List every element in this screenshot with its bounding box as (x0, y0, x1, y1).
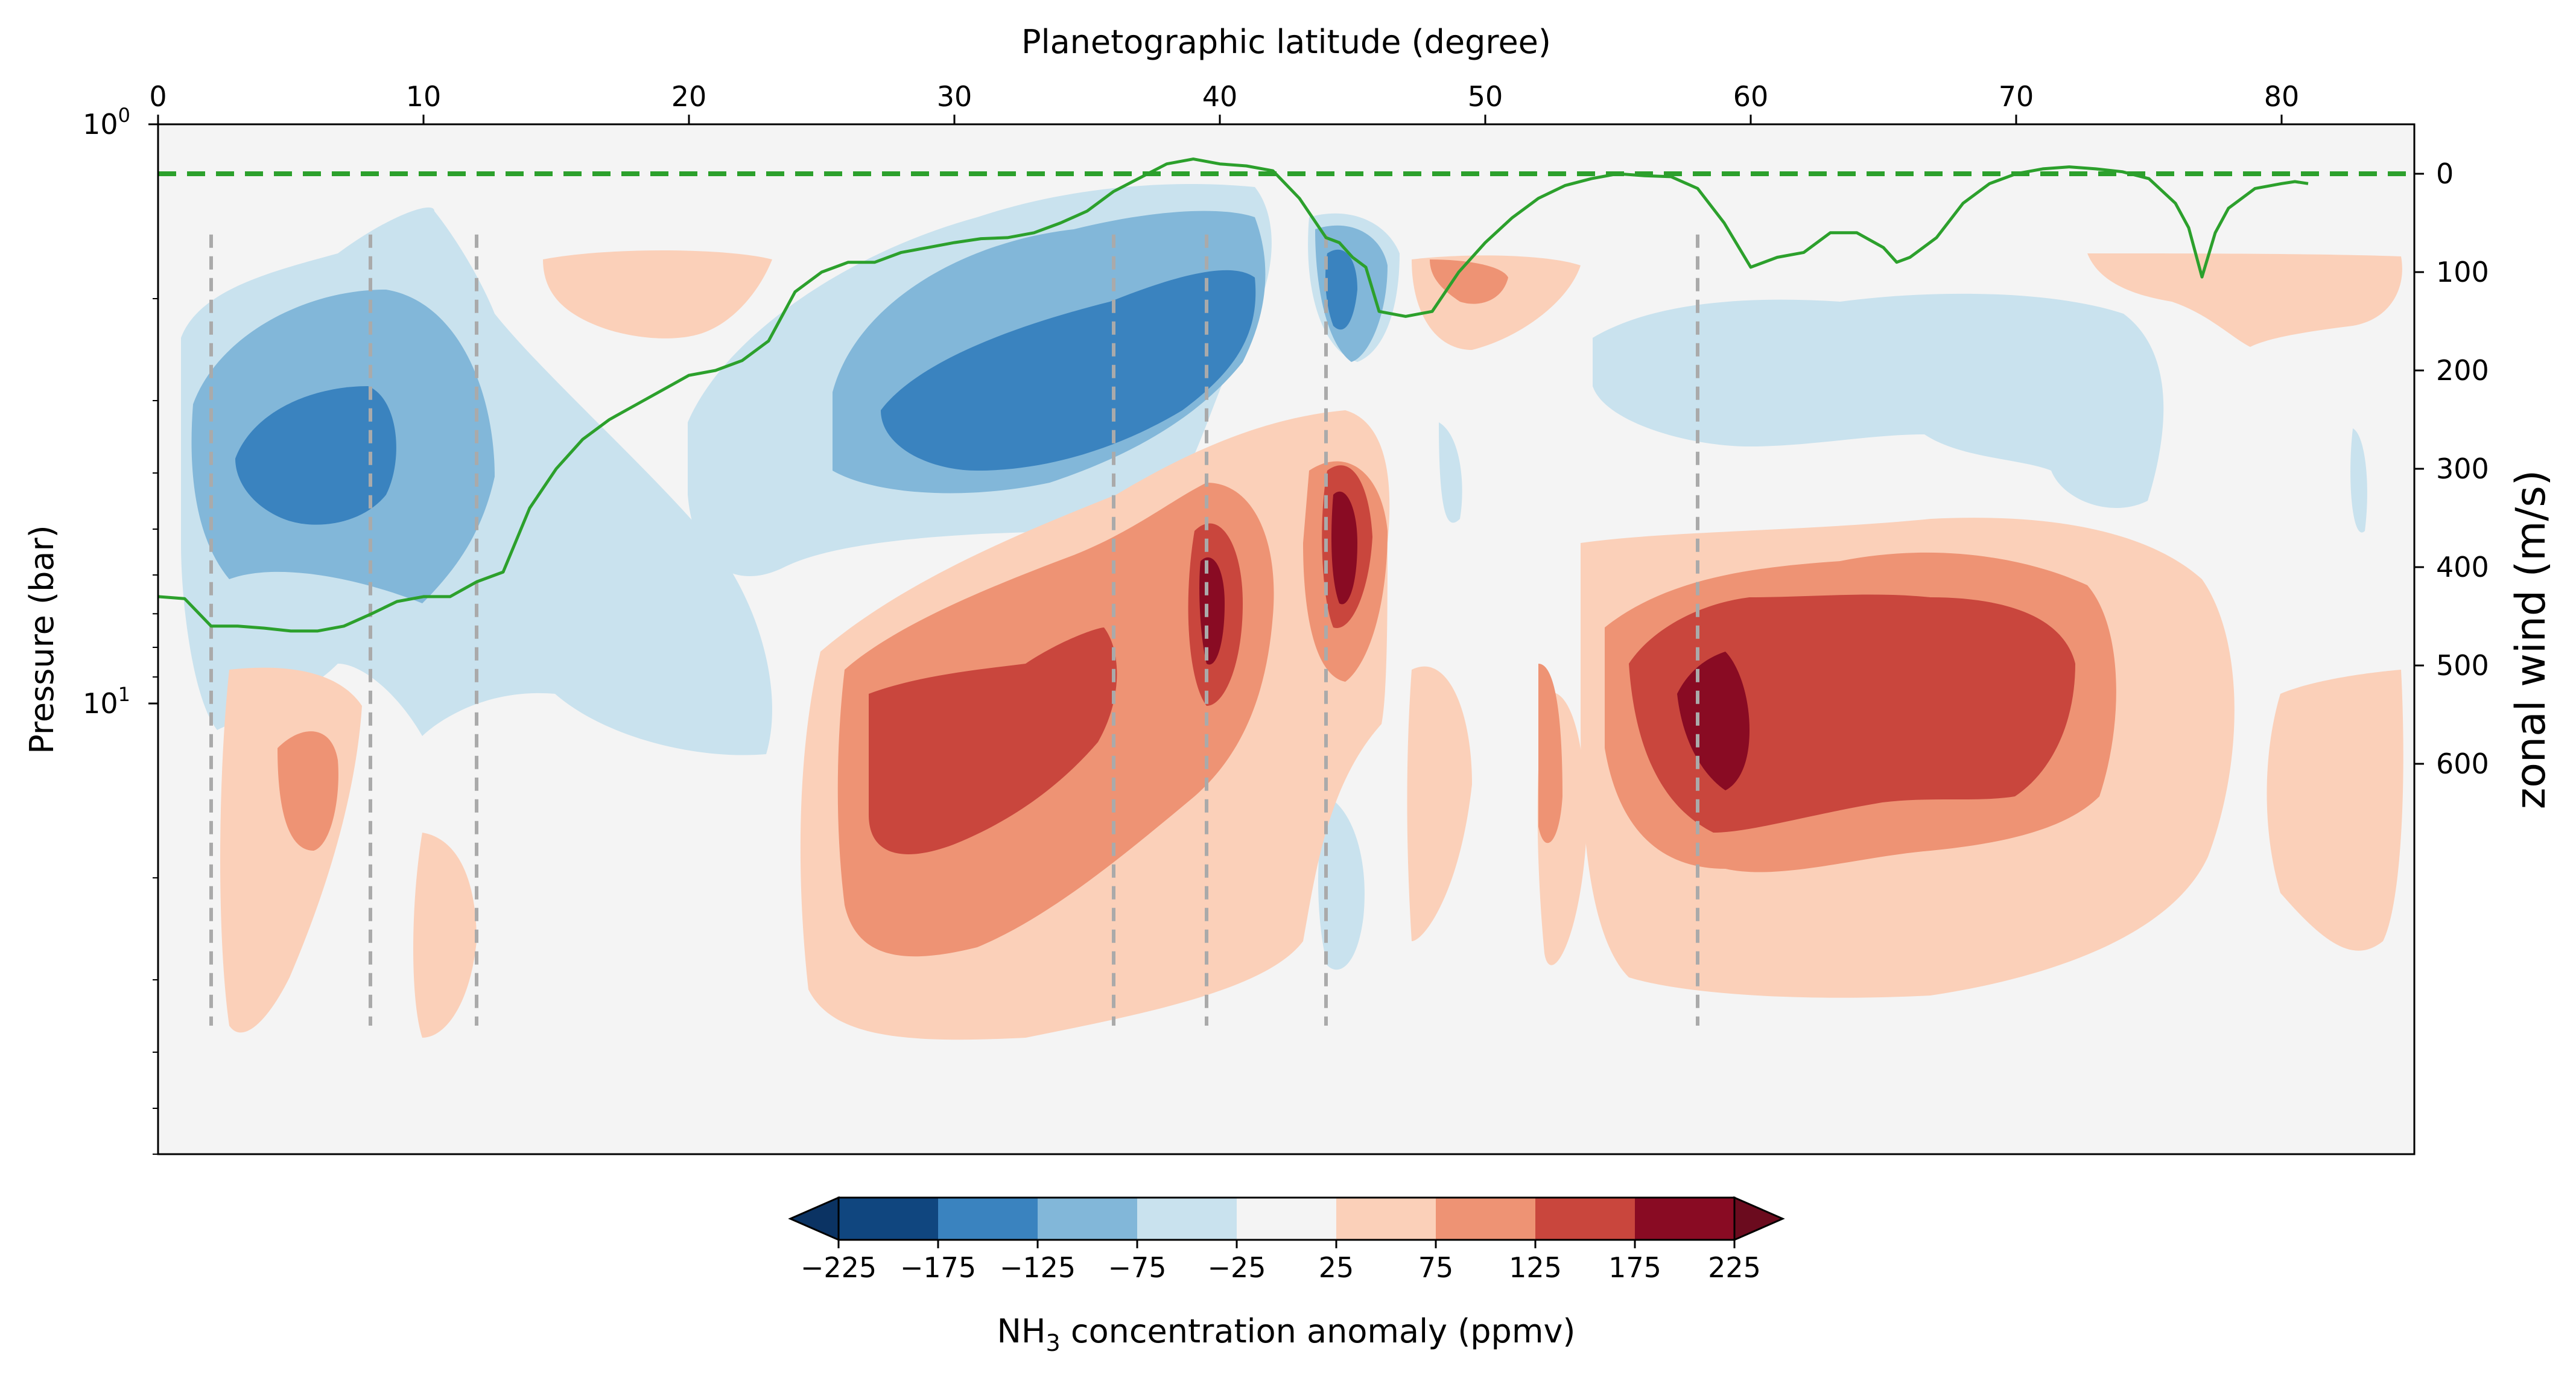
y-right-axis-label: zonal wind (m/s) (2507, 470, 2555, 810)
colorbar: −225 −175 −125 −75 −25 25 75 125 175 225 (788, 1196, 1785, 1284)
x-tick-label: 0 (149, 80, 167, 113)
y-right-axis-ticks: 0 100 200 300 400 500 600 (2414, 157, 2489, 780)
colorbar-tick-label: 25 (1319, 1251, 1354, 1284)
colorbar-frame (837, 1196, 1736, 1241)
x-axis-label: Planetographic latitude (degree) (1021, 23, 1551, 61)
x-axis-ticks: 0 10 20 30 40 50 60 70 80 (149, 80, 2299, 124)
colorbar-tick-label: 225 (1708, 1251, 1761, 1284)
contour-level--75 (1593, 293, 2164, 508)
colorbar-label-prefix: NH (997, 1312, 1046, 1350)
y-left-axis-label: Pressure (bar) (23, 525, 61, 754)
x-tick-label: 40 (1202, 80, 1238, 113)
contour-level-75 (278, 731, 338, 851)
colorbar-tick-label: −225 (801, 1251, 877, 1284)
contour-level--75 (2350, 428, 2367, 533)
colorbar-label: NH3 concentration anomaly (ppmv) (997, 1312, 1576, 1356)
colorbar-tick-label: 75 (1418, 1251, 1454, 1284)
contour-level-75 (1430, 259, 1508, 304)
contour-level--175 (881, 270, 1256, 471)
dashed-vertical-lines (209, 234, 1699, 1026)
contour-level--75 (1439, 422, 1462, 523)
contour-level-175 (1677, 652, 1750, 790)
zonal-wind-curve (158, 157, 2309, 633)
colorbar-segment (938, 1198, 1038, 1240)
y-right-tick-label: 600 (2436, 748, 2489, 780)
contour-level-25 (413, 833, 477, 1038)
contour-level-25 (2267, 670, 2403, 951)
y-right-tick-label: 0 (2436, 157, 2454, 190)
y-right-tick-label: 100 (2436, 256, 2489, 288)
colorbar-tick-label: 125 (1509, 1251, 1562, 1284)
colorbar-segment (1038, 1198, 1138, 1240)
colorbar-label-suffix: concentration anomaly (ppmv) (1061, 1312, 1576, 1350)
y-right-tick-label: 200 (2436, 354, 2489, 387)
contour-level--75 (1318, 796, 1365, 970)
y-left-axis-ticks: 100 101 (83, 104, 158, 1155)
colorbar-extend-low (788, 1196, 840, 1242)
colorbar-tick-label: −125 (1000, 1251, 1076, 1284)
contour-level--175 (235, 386, 396, 525)
y-right-tick-label: 500 (2436, 649, 2489, 682)
contour-level-175 (1331, 491, 1357, 605)
y-left-tick-label: 100 (83, 104, 130, 141)
colorbar-segment (1137, 1198, 1237, 1240)
contour-level-25 (543, 250, 772, 338)
colorbar-label-subscript: 3 (1046, 1330, 1061, 1356)
y-right-tick-label: 300 (2436, 452, 2489, 485)
x-tick-label: 60 (1733, 80, 1769, 113)
x-tick-label: 10 (406, 80, 442, 113)
colorbar-tick-label: −175 (900, 1251, 976, 1284)
colorbar-segment (1635, 1198, 1735, 1240)
contour-level-75 (1538, 664, 1562, 843)
colorbar-tick-label: 175 (1608, 1251, 1661, 1284)
colorbar-segment (1237, 1198, 1337, 1240)
contour-level--175 (1325, 249, 1357, 330)
anomaly-contours (181, 184, 2403, 1040)
zonal-wind-layer (158, 157, 2414, 633)
colorbar-segment (1535, 1198, 1635, 1240)
contour-level-25 (1407, 666, 1472, 941)
colorbar-tick-label: −25 (1207, 1251, 1266, 1284)
y-left-tick-label: 101 (83, 683, 130, 720)
x-tick-label: 80 (2264, 80, 2300, 113)
colorbar-segment (839, 1198, 939, 1240)
colorbar-segment (1336, 1198, 1436, 1240)
contour-level-25 (2087, 253, 2402, 347)
contour-level-125 (869, 627, 1117, 854)
colorbar-tick-label: −75 (1108, 1251, 1166, 1284)
colorbar-segment (1436, 1198, 1536, 1240)
x-tick-label: 20 (671, 80, 707, 113)
plot-frame (157, 123, 2416, 1155)
x-tick-label: 70 (1999, 80, 2034, 113)
x-tick-label: 50 (1468, 80, 1503, 113)
x-tick-label: 30 (937, 80, 972, 113)
colorbar-extend-high (1733, 1196, 1785, 1242)
y-right-tick-label: 400 (2436, 551, 2489, 583)
